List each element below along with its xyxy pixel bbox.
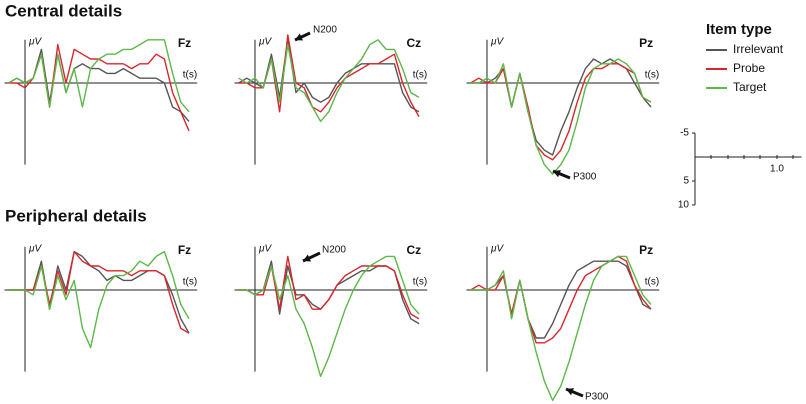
legend-label: Target bbox=[733, 80, 767, 94]
arrow-head bbox=[295, 33, 303, 41]
annotation: N200 bbox=[313, 25, 337, 36]
arrow-head bbox=[553, 170, 561, 178]
waveform bbox=[238, 260, 420, 325]
x-axis-label: t(s) bbox=[645, 277, 659, 288]
arrow-head bbox=[303, 254, 311, 262]
scale-y-tick-label: 10 bbox=[678, 200, 690, 211]
waveform bbox=[238, 39, 420, 113]
waveform bbox=[470, 58, 652, 156]
waveform bbox=[8, 48, 190, 122]
channel-title: Pz bbox=[639, 243, 653, 257]
x-axis-label: t(s) bbox=[183, 70, 197, 81]
channel-title: Fz bbox=[178, 36, 191, 50]
x-axis-label: t(s) bbox=[413, 70, 427, 81]
row-title: Peripheral details bbox=[5, 206, 147, 225]
waveform bbox=[238, 255, 420, 378]
y-axis-label: μV bbox=[258, 36, 272, 47]
annotation: N200 bbox=[322, 245, 346, 256]
x-axis-label: t(s) bbox=[413, 277, 427, 288]
y-axis-label: μV bbox=[258, 243, 272, 254]
waveform bbox=[470, 58, 652, 175]
waveform bbox=[470, 63, 652, 161]
waveform bbox=[8, 43, 190, 132]
annotation: P300 bbox=[585, 392, 609, 403]
y-axis-label: μV bbox=[28, 36, 42, 47]
x-axis-label: t(s) bbox=[183, 277, 197, 288]
waveform bbox=[238, 255, 420, 320]
waveform bbox=[470, 255, 652, 402]
channel-title: Cz bbox=[407, 243, 422, 257]
waveform bbox=[8, 250, 190, 334]
y-axis-label: μV bbox=[490, 243, 504, 254]
waveform bbox=[8, 250, 190, 334]
channel-title: Cz bbox=[407, 36, 422, 50]
waveform bbox=[470, 260, 652, 339]
channel-title: Fz bbox=[178, 243, 191, 257]
scale-y-tick-label: 5 bbox=[683, 176, 689, 187]
legend-label: Irrelevant bbox=[733, 42, 784, 56]
channel-title: Pz bbox=[639, 36, 653, 50]
scale-y-tick-label: -5 bbox=[680, 128, 689, 139]
annotation: P300 bbox=[573, 172, 597, 183]
waveform bbox=[470, 255, 652, 344]
y-axis-label: μV bbox=[490, 36, 504, 47]
legend-label: Probe bbox=[733, 61, 765, 75]
arrow-head bbox=[566, 388, 574, 396]
row-title: Central details bbox=[5, 1, 122, 20]
waveform bbox=[238, 39, 420, 123]
x-axis-label: t(s) bbox=[645, 70, 659, 81]
legend-title: Item type bbox=[706, 21, 772, 38]
waveform bbox=[8, 250, 190, 349]
scale-x-tick-label: 1.0 bbox=[770, 164, 784, 175]
y-axis-label: μV bbox=[28, 243, 42, 254]
waveform bbox=[8, 39, 190, 113]
